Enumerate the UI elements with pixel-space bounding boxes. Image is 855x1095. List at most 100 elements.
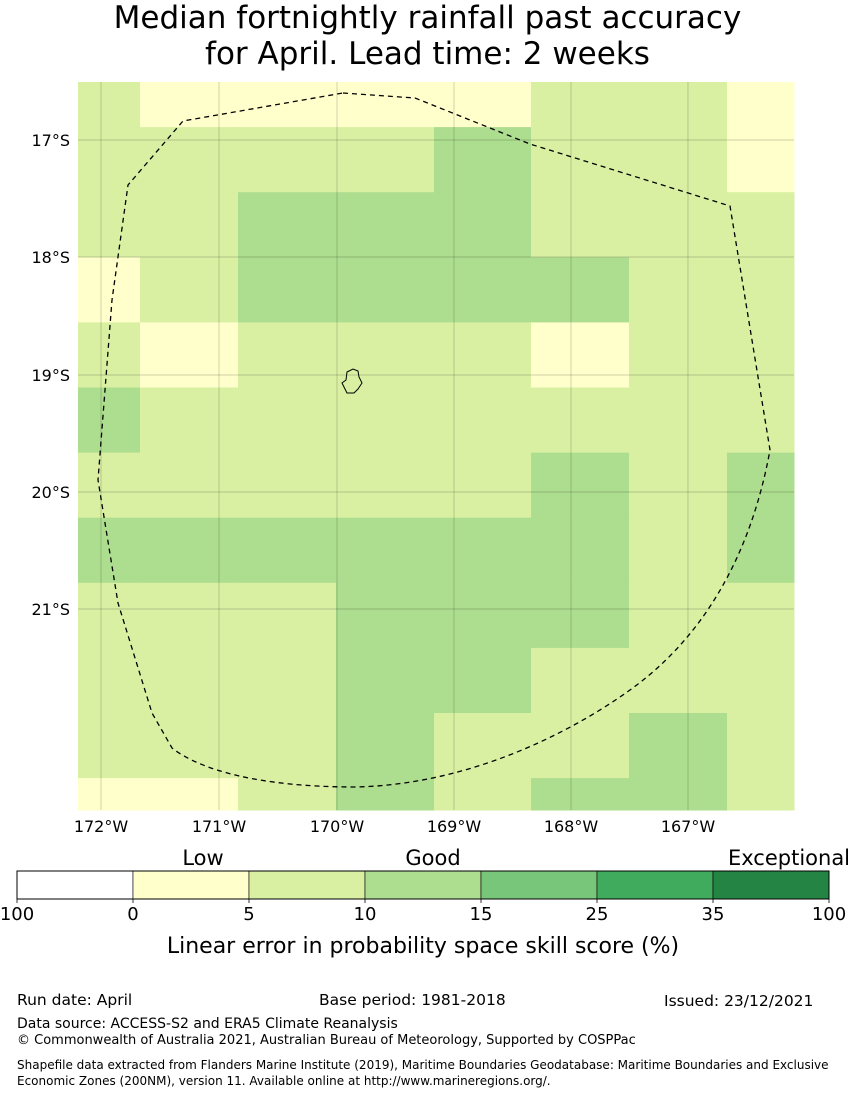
- grid-cell: [531, 778, 630, 811]
- grid-cell: [78, 322, 141, 388]
- grid-cell: [78, 82, 141, 128]
- grid-cell: [238, 322, 337, 388]
- grid-cell: [531, 713, 630, 779]
- grid-cell: [629, 82, 728, 128]
- colorbar: 100 0 5 10 15 25 35 100: [0, 870, 846, 925]
- grid-cell: [629, 127, 728, 193]
- colorbar-category-good: Good: [405, 846, 460, 870]
- grid-cell: [238, 192, 337, 258]
- latitude-tick-label: 21°S: [31, 600, 70, 619]
- colorbar-segment: [480, 870, 598, 900]
- grid-cell: [140, 647, 239, 714]
- grid-cell: [531, 647, 630, 714]
- grid-cell: [531, 127, 630, 193]
- grid-cell: [434, 517, 532, 584]
- colorbar-tick-label: 35: [702, 904, 725, 925]
- grid-cell: [727, 192, 795, 258]
- latitude-tick-label: 19°S: [31, 366, 70, 385]
- grid-cell: [140, 127, 239, 193]
- grid-cell: [238, 127, 337, 193]
- grid-cell: [629, 778, 728, 811]
- grid-cell: [434, 778, 532, 811]
- latitude-tick-label: 18°S: [31, 248, 70, 267]
- grid-cell: [727, 713, 795, 779]
- grid-cell: [629, 322, 728, 388]
- grid-cell: [336, 582, 435, 649]
- grid-cell: [336, 778, 435, 811]
- longitude-tick-label: 167°W: [661, 817, 716, 836]
- grid-cell: [531, 257, 630, 323]
- grid-cell: [140, 387, 239, 454]
- colorbar-tick-label: 25: [586, 904, 609, 925]
- grid-cell: [140, 517, 239, 584]
- grid-cell: [140, 582, 239, 649]
- grid-cell: [336, 127, 435, 193]
- grid-cell: [531, 452, 630, 519]
- longitude-tick-label: 171°W: [192, 817, 247, 836]
- longitude-tick-label: 168°W: [544, 817, 599, 836]
- grid-cell: [434, 82, 532, 128]
- grid-cell: [78, 778, 141, 811]
- grid-cell: [78, 713, 141, 779]
- grid-cell: [727, 452, 795, 519]
- colorbar-tick-label: 15: [470, 904, 493, 925]
- grid-cell: [629, 192, 728, 258]
- base-period: Base period: 1981-2018: [319, 991, 506, 1009]
- grid-cell: [629, 387, 728, 454]
- grid-cell: [140, 192, 239, 258]
- grid-cell: [238, 257, 337, 323]
- copyright-notice: © Commonwealth of Australia 2021, Austra…: [17, 1033, 636, 1048]
- grid-cell: [78, 452, 141, 519]
- grid-cell: [336, 713, 435, 779]
- grid-cell: [434, 387, 532, 454]
- grid-cell: [434, 257, 532, 323]
- run-date: Run date: April: [17, 991, 133, 1009]
- grid-cell: [78, 257, 141, 323]
- grid-cell: [434, 322, 532, 388]
- longitude-tick-label: 172°W: [74, 817, 129, 836]
- grid-cell: [238, 387, 337, 454]
- grid-cell: [531, 82, 630, 128]
- colorbar-segment: [16, 870, 134, 900]
- grid-cell: [78, 647, 141, 714]
- grid-cell: [238, 82, 337, 128]
- grid-cell: [78, 582, 141, 649]
- grid-cell: [238, 713, 337, 779]
- grid-cell: [727, 387, 795, 454]
- colorbar-tick-label: 10: [354, 904, 377, 925]
- grid-cell: [531, 192, 630, 258]
- grid-cell: [629, 713, 728, 779]
- grid-cell: [531, 582, 630, 649]
- grid-cell: [531, 322, 630, 388]
- grid-cell: [531, 387, 630, 454]
- colorbar-category-low: Low: [182, 846, 223, 870]
- colorbar-segment: [712, 870, 830, 900]
- grid-cell: [336, 257, 435, 323]
- colorbar-tick-label: 5: [243, 904, 254, 925]
- grid-cell: [434, 452, 532, 519]
- longitude-tick-label: 170°W: [310, 817, 365, 836]
- grid-cell: [238, 517, 337, 584]
- map-title-line-1: Median fortnightly rainfall past accurac…: [113, 0, 742, 36]
- grid-cell: [629, 647, 728, 714]
- grid-cell: [238, 582, 337, 649]
- longitude-tick-label: 169°W: [427, 817, 482, 836]
- niue-island-outline: [341, 368, 363, 394]
- grid-cell: [629, 582, 728, 649]
- colorbar-segment: [132, 870, 250, 900]
- grid-cell: [140, 713, 239, 779]
- grid-cell: [336, 82, 435, 128]
- issued-date: Issued: 23/12/2021: [664, 992, 814, 1010]
- skill-grid: [78, 82, 795, 811]
- grid-cell: [78, 127, 141, 193]
- grid-cell: [238, 778, 337, 811]
- grid-cell: [78, 387, 141, 454]
- grid-cell: [629, 257, 728, 323]
- grid-cell: [238, 647, 337, 714]
- grid-cell: [336, 517, 435, 584]
- grid-cell: [727, 127, 795, 193]
- longitude-ticks: 172°W 171°W 170°W 169°W 168°W 167°W: [74, 817, 716, 836]
- colorbar-title: Linear error in probability space skill …: [167, 934, 679, 959]
- grid-cell: [140, 322, 239, 388]
